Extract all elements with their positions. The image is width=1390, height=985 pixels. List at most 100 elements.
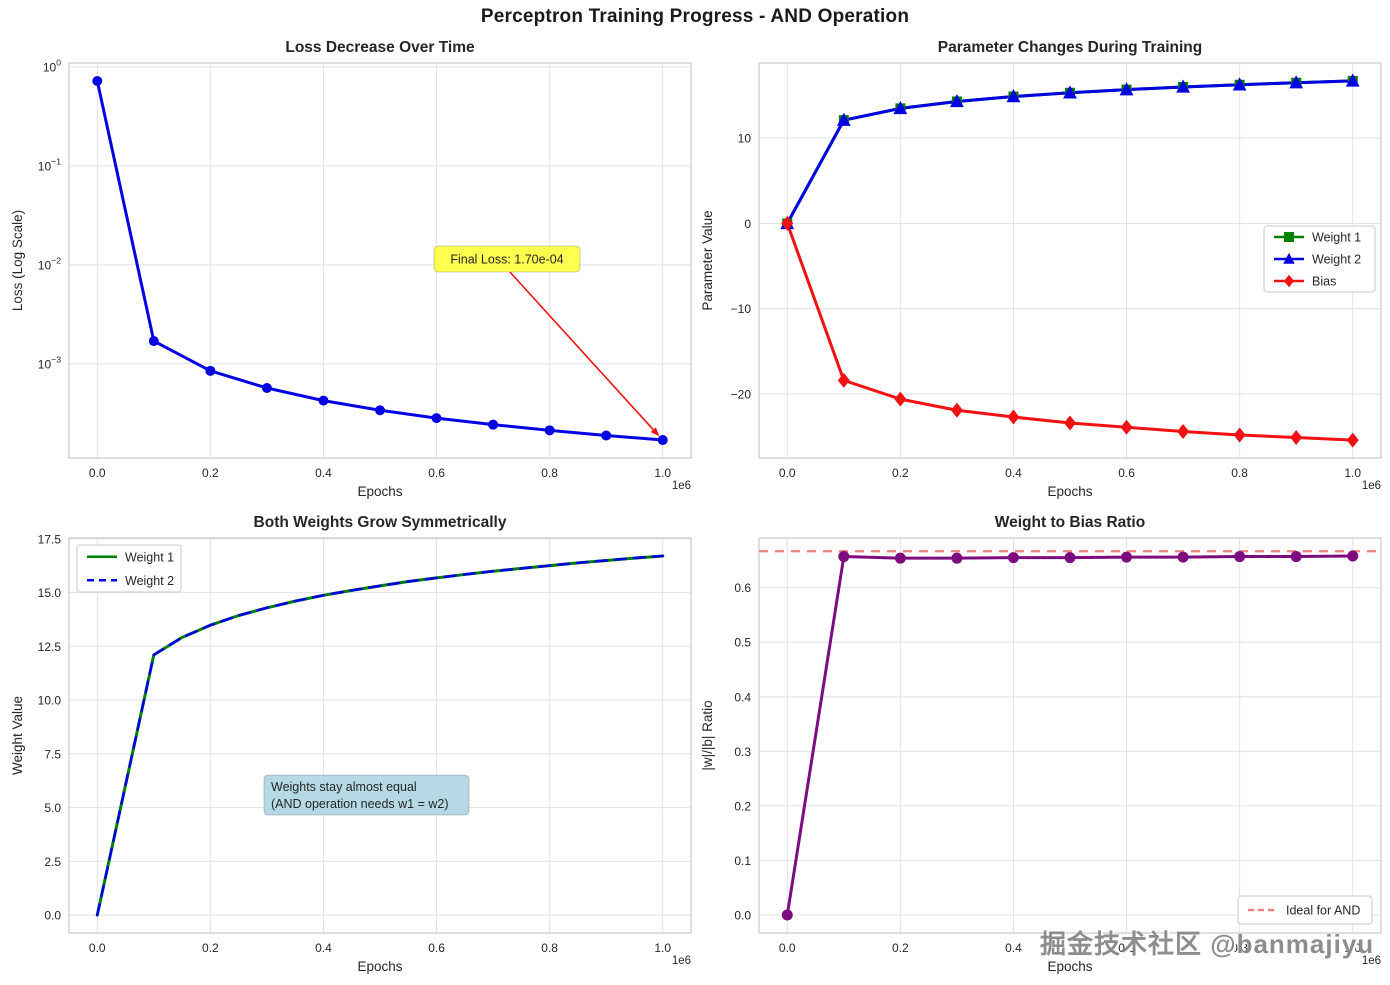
y-axis-label: |w|/|b| Ratio: [700, 700, 715, 770]
x-axis-label: Epochs: [1047, 484, 1092, 499]
x-tick-label: 0.2: [892, 941, 909, 955]
marker-triangle: [1176, 79, 1190, 93]
marker-circle: [1290, 551, 1302, 563]
annotation-text: (AND operation needs w1 = w2): [271, 797, 449, 811]
marker-circle: [544, 425, 555, 436]
legend-box: [1263, 225, 1376, 293]
y-tick-label: 15.0: [38, 586, 62, 600]
annotation-arrow: [509, 271, 654, 431]
annotation: Weights stay almost equal (AND operation …: [263, 774, 470, 816]
marker-diamond: [837, 372, 850, 388]
marker-circle: [1347, 550, 1359, 562]
marker-circle: [951, 552, 963, 564]
x-tick-label: 0.0: [89, 941, 106, 955]
plot-border: [758, 62, 1382, 459]
marker-triangle: [1063, 85, 1077, 99]
marker-diamond: [894, 391, 907, 407]
legend: Weight 1 Weight 2 Bias: [1263, 225, 1376, 293]
x-tick-label: 0.6: [1118, 466, 1135, 480]
marker-circle: [205, 365, 216, 376]
marker-triangle: [1119, 82, 1134, 96]
marker-circle: [1121, 551, 1133, 563]
series-line-weight-2: [785, 79, 1355, 225]
marker-square: [1284, 232, 1294, 242]
plot-border: [68, 537, 692, 934]
marker-circle: [601, 430, 612, 441]
y-tick-label: 10.0: [38, 694, 62, 708]
y-tick-label: 12.5: [38, 640, 62, 654]
marker-circle: [1007, 552, 1019, 564]
x-tick-label: 0.8: [1231, 941, 1248, 955]
y-tick-label: 10−1: [38, 156, 61, 173]
x-tick-label: 0.0: [779, 466, 796, 480]
legend-box: [1237, 895, 1373, 925]
marker-circle: [1064, 552, 1076, 564]
marker-diamond: [1346, 432, 1359, 448]
x-tick-label: 0.4: [315, 466, 332, 480]
legend-label: Ideal for AND: [1286, 904, 1360, 918]
annotation-box: [263, 774, 470, 816]
x-axis-label: Epochs: [357, 484, 402, 499]
x-tick-label: 1.0: [654, 941, 671, 955]
y-tick-label: 0.3: [734, 745, 751, 759]
y-axis-label: Loss (Log Scale): [10, 210, 25, 311]
marker-circle: [318, 395, 329, 406]
y-tick-label: 17.5: [38, 532, 62, 546]
x-axis-label: Epochs: [357, 959, 402, 974]
x-tick-label: 0.0: [779, 941, 796, 955]
annotation-text: Weights stay almost equal: [271, 780, 417, 794]
x-offset-label: 1e6: [672, 480, 691, 492]
y-axis-label: Weight Value: [10, 696, 25, 775]
x-tick-label: 1.0: [1344, 466, 1361, 480]
annotation-box: [433, 245, 581, 273]
marker-triangle: [1283, 252, 1295, 264]
y-tick-label: 2.5: [44, 855, 61, 869]
x-tick-label: 0.2: [202, 466, 219, 480]
legend: Weight 1 Weight 2: [76, 544, 182, 593]
y-tick-label: 10: [738, 132, 752, 146]
y-tick-label: 0.1: [734, 854, 751, 868]
marker-diamond: [1284, 274, 1294, 288]
x-tick-label: 0.4: [1005, 466, 1022, 480]
marker-circle: [781, 909, 793, 921]
x-tick-label: 0.6: [428, 466, 445, 480]
y-tick-label: 0.4: [734, 690, 751, 704]
y-axis-label: Parameter Value: [700, 210, 715, 310]
plot-border: [68, 62, 692, 459]
marker-circle: [1234, 551, 1246, 563]
marker-circle: [261, 383, 272, 394]
y-tick-label: 10−2: [38, 255, 61, 272]
x-tick-label: 0.8: [541, 466, 558, 480]
y-tick-label: 5.0: [44, 801, 61, 815]
watermark: 掘金技术社区 @banmajiyu: [1040, 929, 1375, 959]
marker-circle: [431, 413, 442, 424]
marker-triangle: [1006, 89, 1021, 103]
x-offset-label: 1e6: [672, 955, 691, 967]
marker-circle: [148, 336, 159, 347]
marker-triangle: [893, 100, 908, 115]
x-tick-label: 0.6: [1118, 941, 1135, 955]
y-tick-label: 0.6: [734, 581, 751, 595]
marker-triangle: [1289, 75, 1304, 89]
marker-circle: [1177, 551, 1189, 563]
y-tick-label: 100: [43, 57, 61, 74]
series-line--w-b-: [785, 554, 1355, 917]
marker-circle: [92, 75, 103, 86]
x-offset-label: 1e6: [1362, 955, 1381, 967]
x-tick-label: 0.4: [1005, 941, 1022, 955]
x-axis-label: Epochs: [1047, 959, 1092, 974]
annotation-arrowhead: [650, 427, 660, 437]
annotation-text: Final Loss: 1.70e-04: [450, 253, 563, 267]
legend: Ideal for AND: [1237, 895, 1373, 925]
y-tick-label: −10: [731, 302, 752, 316]
y-tick-label: 0.2: [734, 799, 751, 813]
marker-triangle: [1232, 77, 1247, 91]
y-tick-label: 0: [744, 217, 751, 231]
legend-label: Weight 2: [1312, 253, 1361, 267]
x-offset-label: 1e6: [1362, 480, 1381, 492]
marker-diamond: [1120, 419, 1133, 435]
series-line-weight-1: [785, 79, 1355, 225]
